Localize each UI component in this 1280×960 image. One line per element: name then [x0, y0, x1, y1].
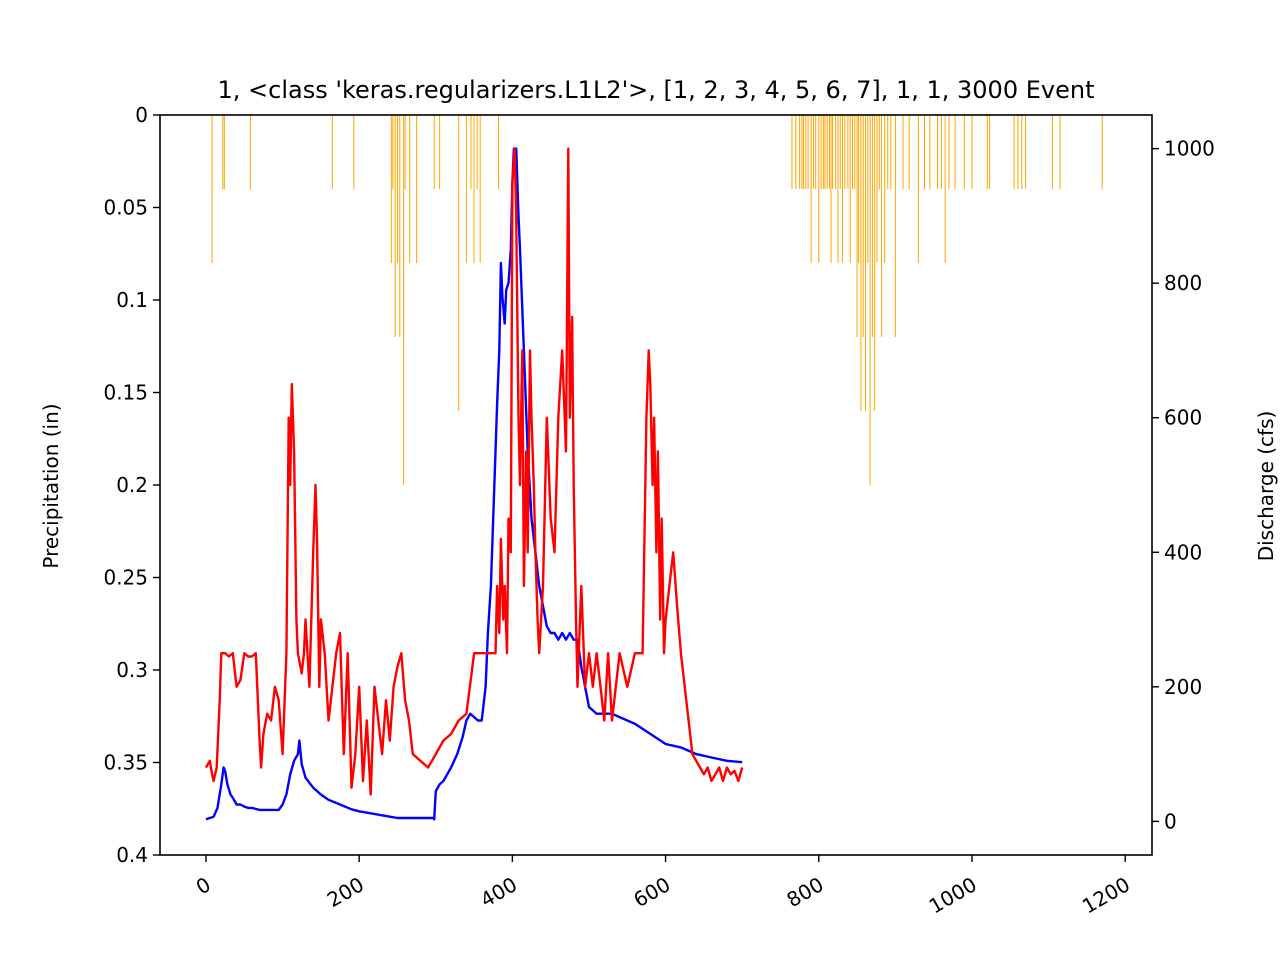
- precipitation-bars: [211, 115, 1103, 485]
- left-y-tick-label: 0.25: [103, 566, 148, 590]
- left-y-tick-label: 0.2: [116, 473, 148, 497]
- right-y-tick-label: 200: [1164, 675, 1202, 699]
- chart-title: 1, <class 'keras.regularizers.L1L2'>, [1…: [218, 76, 1095, 104]
- observed-discharge-line: [205, 147, 743, 821]
- left-y-axis-label: Precipitation (in): [39, 403, 63, 568]
- left-y-tick-label: 0.4: [116, 843, 148, 867]
- left-y-tick-label: 0.35: [103, 751, 148, 775]
- right-y-tick-label: 1000: [1164, 137, 1215, 161]
- right-y-tick-label: 0: [1164, 809, 1177, 833]
- predicted-discharge-line: [204, 147, 744, 796]
- left-y-tick-label: 0: [135, 103, 148, 127]
- left-y-tick-label: 0.3: [116, 658, 148, 682]
- discharge-series: [204, 147, 744, 821]
- right-y-tick-label: 400: [1164, 540, 1202, 564]
- left-y-tick-label: 0.05: [103, 196, 148, 220]
- right-y-axis: 0 200 400 600 800 1000: [1152, 137, 1215, 833]
- left-y-tick-label: 0.1: [116, 288, 148, 312]
- left-y-axis: 0 0.05 0.1 0.15 0.2 0.25 0.3 0.35 0.4: [103, 103, 160, 867]
- right-y-tick-label: 800: [1164, 271, 1202, 295]
- right-y-tick-label: 600: [1164, 406, 1202, 430]
- left-y-tick-label: 0.15: [103, 381, 148, 405]
- right-y-axis-label: Discharge (cfs): [1254, 411, 1278, 562]
